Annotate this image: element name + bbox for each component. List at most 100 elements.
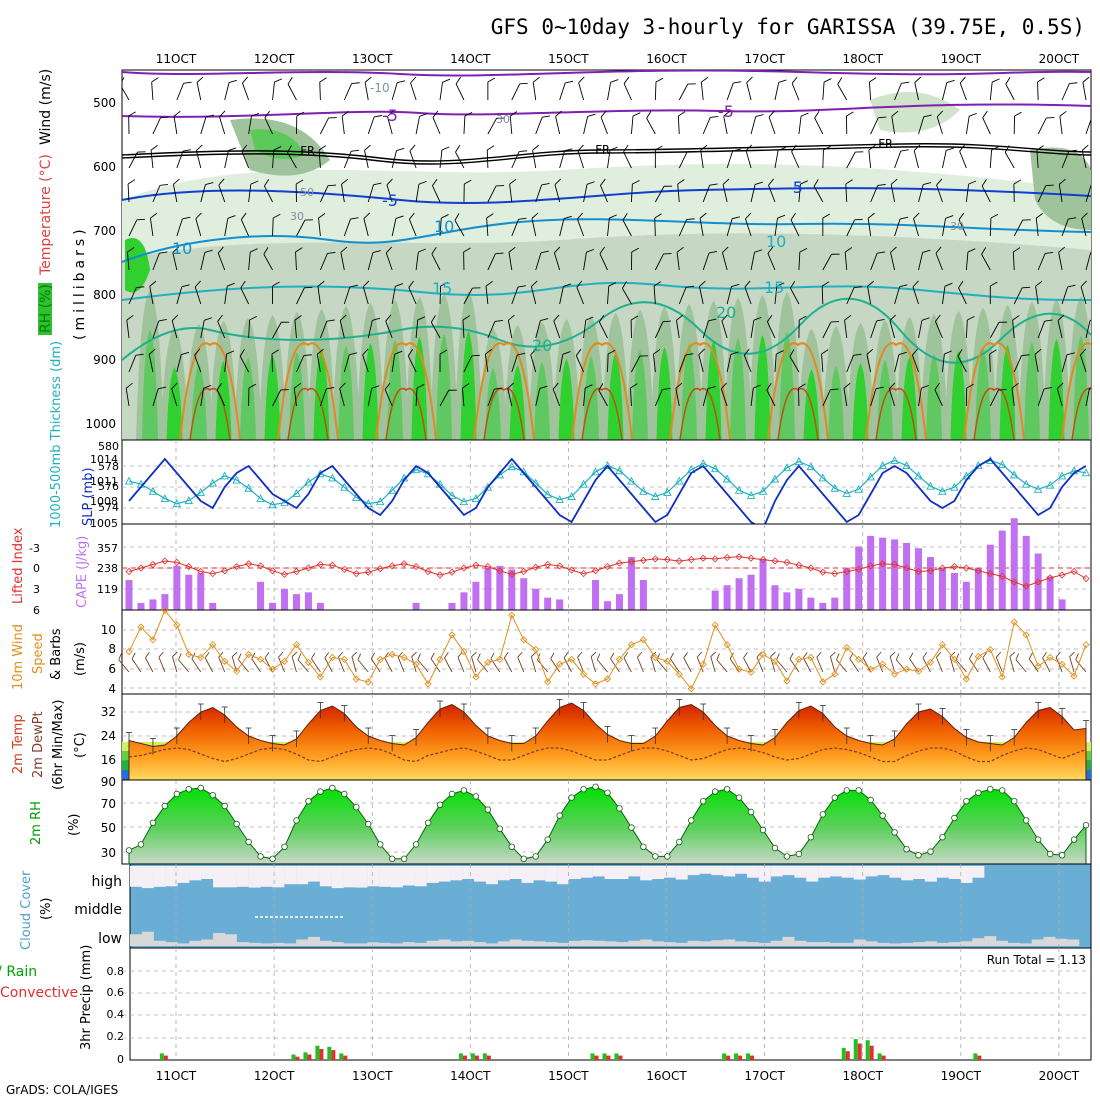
barb-staff: [982, 657, 991, 673]
wind-barb: [726, 351, 739, 373]
barb-flag: [876, 651, 882, 658]
cloud-low-bar: [331, 942, 344, 946]
barb-staff: [485, 286, 489, 305]
barb-staff: [318, 218, 321, 237]
cloud-high-bar: [901, 866, 914, 881]
cape-bar: [520, 578, 528, 610]
cloud-high-bar: [687, 866, 700, 876]
precip-conv-bar: [750, 1055, 755, 1060]
barb-flag: [463, 247, 471, 253]
barb-flag: [271, 349, 280, 355]
barb-flag: [471, 354, 480, 357]
barb-flag: [317, 280, 325, 287]
barb-staff: [722, 184, 728, 203]
barb-staff: [149, 286, 154, 305]
wind10-barb: [716, 653, 728, 673]
barb-flag: [935, 246, 942, 254]
rh2m-markers: [125, 783, 1090, 862]
barb-flag: [339, 314, 347, 321]
thickness-label: 1000-500mb Thickness (dm): [49, 341, 64, 528]
cloud-low-bar: [699, 941, 712, 946]
upper-wind-barbs: [122, 76, 1091, 407]
wind-barb: [511, 82, 528, 101]
cloud-high-bar: [533, 866, 546, 881]
barb-staff: [1058, 252, 1063, 271]
wind-barb: [287, 77, 297, 101]
wind-barb: [384, 382, 393, 407]
cape-bar: [915, 548, 923, 610]
barb-staff: [1085, 116, 1091, 135]
barb-staff: [415, 252, 419, 271]
barb-staff: [918, 184, 924, 203]
barb-staff: [152, 320, 160, 339]
wind-barb: [750, 114, 764, 135]
barb-staff: [535, 388, 541, 407]
top-date-labels: 11OCT 12OCT 13OCT 14OCT 15OCT 16OCT 17OCT 18OCT…: [156, 52, 1080, 66]
wind10-point: [1070, 672, 1078, 680]
barb-flag: [708, 251, 718, 254]
barb-staff: [789, 356, 800, 373]
barb-flag: [800, 180, 808, 185]
contour-label: 10: [766, 232, 786, 251]
barb-flag: [890, 246, 897, 253]
rh-blob-c: [1030, 147, 1091, 230]
thickness-tick: 578: [98, 460, 119, 473]
barb-staff: [200, 320, 205, 339]
barb-flag: [471, 651, 477, 657]
wind-barb: [913, 212, 920, 237]
wind-barb: [195, 144, 203, 169]
temp2m-ticks: 32 24 16: [101, 705, 116, 767]
upper-air-panel: -10 -5 -5 FR FR FR -5 -5 10 10 15 15 20 …: [38, 69, 1092, 441]
barb-staff: [870, 320, 877, 339]
thickness-tick: 580: [98, 440, 119, 453]
pressure-tick: 1000: [85, 417, 116, 431]
li-point: [1070, 567, 1078, 576]
contour-label: 50: [300, 186, 314, 199]
cloud-high-bar: [794, 866, 807, 878]
temp2m-tick: 24: [101, 729, 116, 743]
barb-flag: [710, 651, 716, 657]
barb-flag: [395, 283, 404, 287]
isotherm-25: [179, 342, 241, 440]
precip-total-bar: [853, 1039, 858, 1060]
rh-lobe-core: [313, 349, 330, 440]
barb-flag: [178, 653, 182, 660]
barb-staff: [319, 117, 329, 135]
wind-barb: [583, 248, 595, 271]
wind-barb: [343, 149, 360, 169]
barb-staff: [702, 388, 709, 407]
li-tick: 0: [33, 562, 40, 575]
cloud-high-bar: [284, 866, 297, 885]
wind-barb: [918, 114, 932, 135]
barb-staff: [1085, 252, 1091, 271]
wind-barb: [487, 387, 503, 407]
wind-barb: [1012, 315, 1020, 339]
date-label-top: 15OCT: [548, 52, 589, 66]
rh-lobe-core: [387, 340, 403, 440]
barb-staff: [122, 84, 130, 101]
barb-staff: [408, 219, 417, 237]
precip-total-bar: [458, 1053, 463, 1060]
wind-barb: [217, 314, 226, 339]
barb-flag: [519, 150, 528, 153]
precip-total-bar: [339, 1053, 344, 1060]
barb-flag: [814, 110, 820, 119]
wind-barb: [1037, 387, 1053, 407]
barb-flag: [326, 319, 335, 322]
thickness-point: [890, 456, 899, 464]
barb-flag: [753, 384, 761, 389]
wind-barb: [894, 284, 908, 305]
wind-barb: [989, 213, 999, 237]
wind10-barb: [444, 652, 453, 673]
cloud-high-bar: [130, 866, 142, 887]
barb-staff: [1035, 286, 1039, 305]
li-point: [580, 570, 588, 578]
barb-staff: [386, 184, 393, 203]
barb-flag: [408, 280, 414, 288]
barb-flag: [683, 652, 688, 659]
barb-staff: [430, 322, 441, 339]
li-point: [950, 563, 958, 571]
thickness-point: [950, 482, 959, 491]
cape-bar: [161, 594, 169, 610]
barb-staff: [248, 184, 252, 203]
